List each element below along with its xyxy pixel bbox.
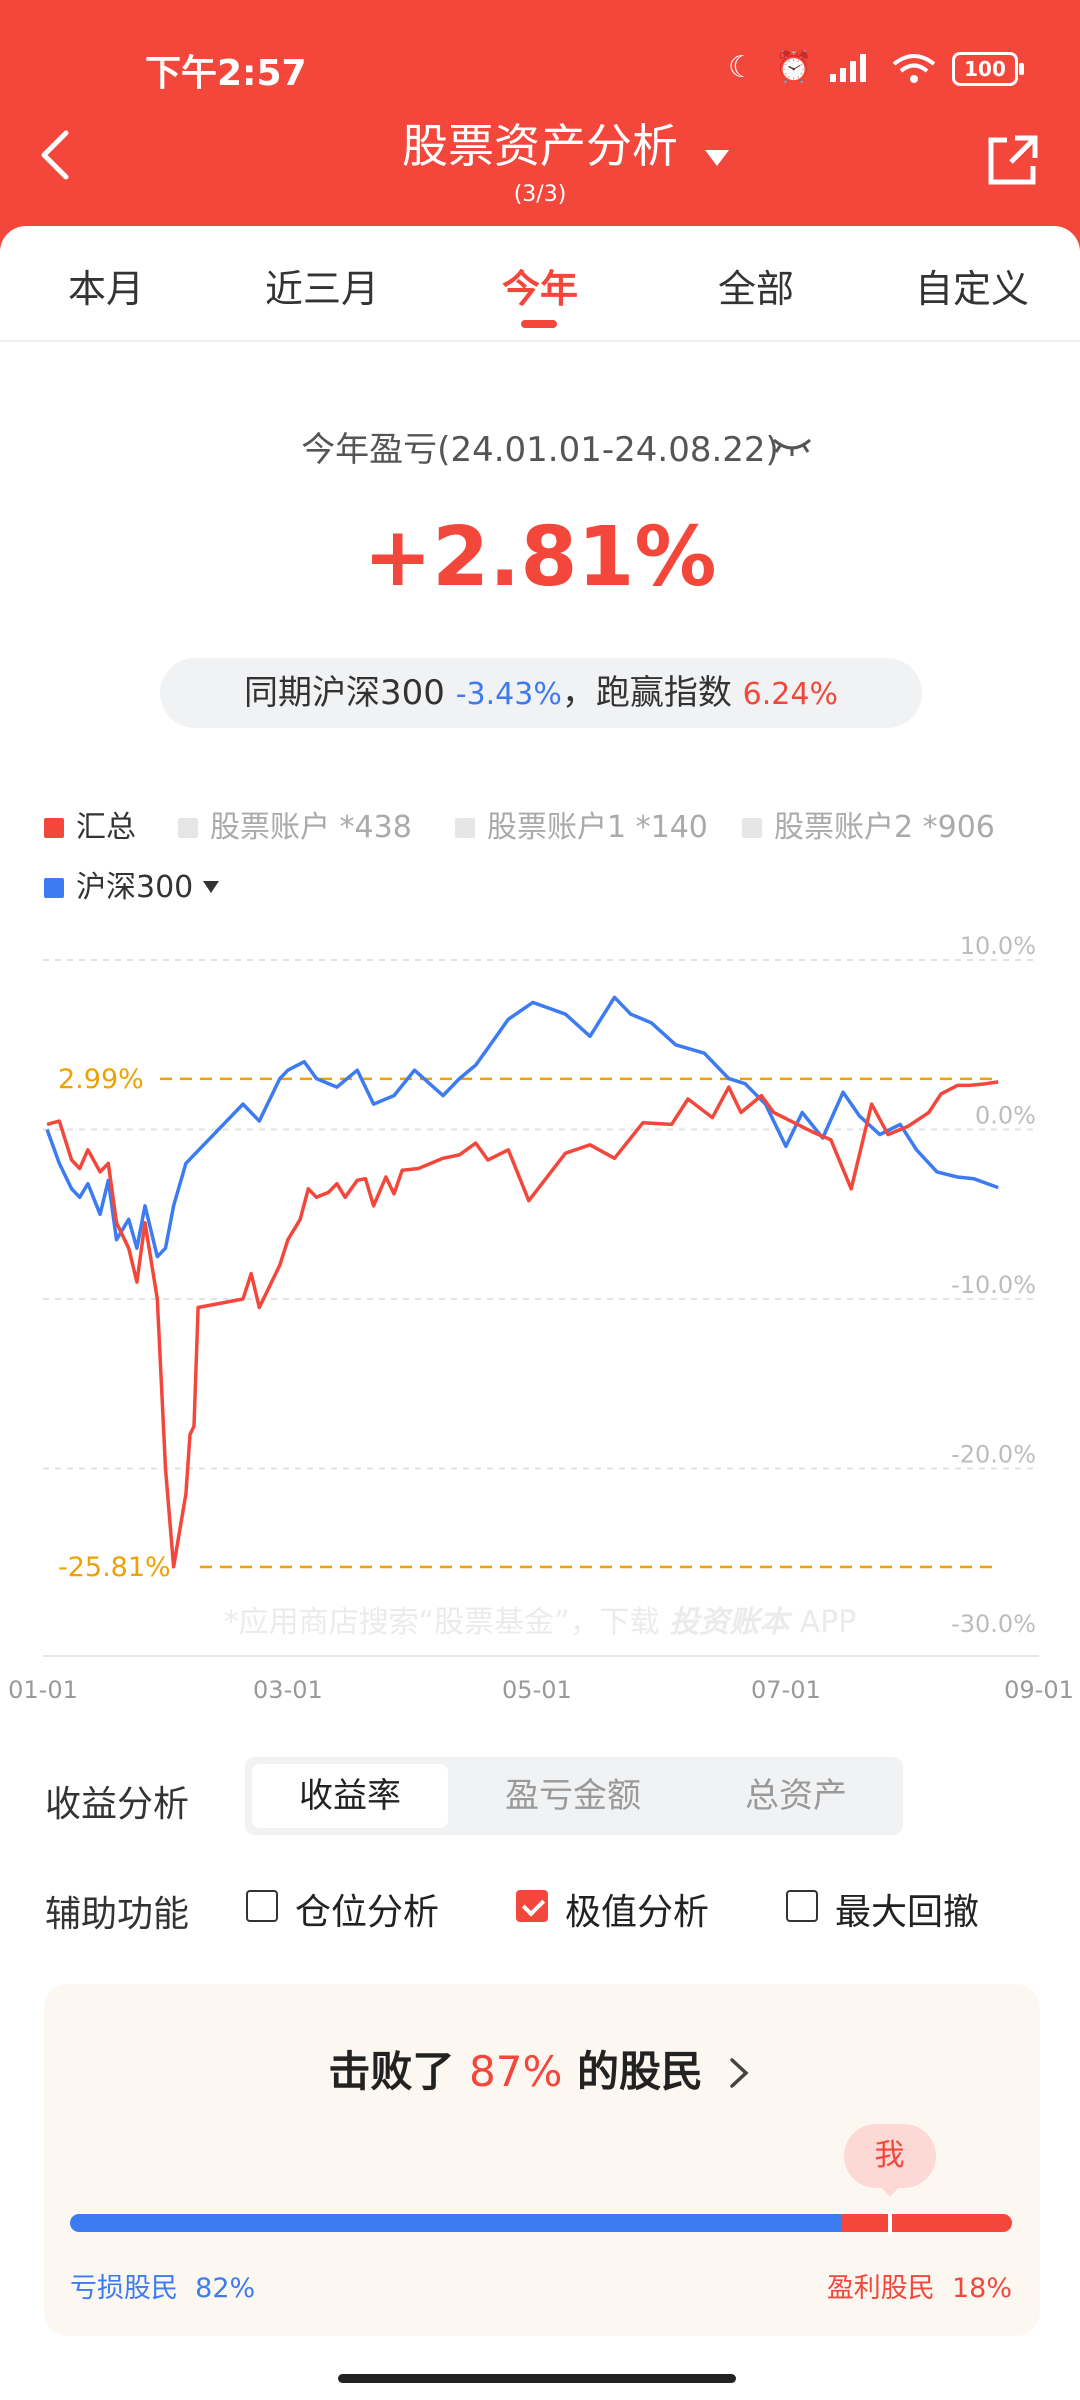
loss-investors-bar bbox=[70, 2214, 843, 2232]
legend-item-account-140[interactable]: 股票账户1 *140 bbox=[455, 802, 708, 846]
x-tick-label: 05-01 bbox=[502, 1676, 572, 1704]
y-tick-label: -30.0% bbox=[951, 1610, 1036, 1638]
position-analysis-checkbox[interactable] bbox=[246, 1890, 278, 1922]
legend-swatch bbox=[742, 818, 762, 838]
return-value: +2.81% bbox=[363, 510, 717, 605]
alarm-icon: ⏰ bbox=[775, 50, 813, 85]
index-dropdown-icon[interactable] bbox=[203, 881, 220, 893]
position-analysis-label[interactable]: 仓位分析 bbox=[295, 1892, 440, 1933]
chevron-right-icon bbox=[729, 2058, 749, 2088]
max-drawdown-label[interactable]: 最大回撤 bbox=[835, 1892, 980, 1933]
x-tick-label: 09-01 bbox=[1004, 1676, 1074, 1704]
x-tick-label: 07-01 bbox=[751, 1676, 821, 1704]
legend-item-account-438[interactable]: 股票账户 *438 bbox=[178, 802, 412, 846]
wifi-icon bbox=[892, 54, 936, 83]
index-compare-pill: 同期沪深300 -3.43%，跑赢指数 6.24% bbox=[160, 658, 922, 728]
tab-all[interactable]: 全部 bbox=[718, 267, 795, 311]
legend-item-index[interactable]: 沪深300 bbox=[44, 862, 220, 906]
watermark-text: *应用商店搜索“股票基金”，下载 投资账本 APP bbox=[224, 1605, 857, 1640]
profit-investors-label: 盈利股民 18% bbox=[827, 2266, 1012, 2305]
y-tick-label: -10.0% bbox=[951, 1271, 1036, 1299]
aux-function-label: 辅助功能 bbox=[45, 1894, 190, 1935]
back-arrow-icon[interactable] bbox=[28, 125, 88, 185]
tab-this-month[interactable]: 本月 bbox=[68, 267, 145, 311]
gain-label-text: 盈利股民 bbox=[826, 2273, 935, 2304]
rank-suffix: 的股民 bbox=[576, 2047, 703, 2096]
rank-percent: 87% bbox=[469, 2047, 563, 2096]
legend-item-total[interactable]: 汇总 bbox=[44, 802, 136, 846]
min-marker-label: -25.81% bbox=[58, 1552, 171, 1583]
legend-swatch bbox=[178, 818, 198, 838]
legend-label: 股票账户1 *140 bbox=[487, 810, 708, 845]
home-indicator[interactable] bbox=[338, 2374, 736, 2383]
tab-custom[interactable]: 自定义 bbox=[915, 267, 1030, 311]
tab-three-months[interactable]: 近三月 bbox=[265, 267, 380, 311]
rank-title[interactable]: 击败了 87% 的股民 bbox=[0, 2038, 1080, 2099]
loss-label-text: 亏损股民 bbox=[70, 2273, 178, 2304]
profit-investors-bar bbox=[842, 2214, 1012, 2232]
battery-icon: 100 bbox=[952, 52, 1024, 86]
excess-return: 6.24% bbox=[742, 677, 838, 712]
app-header bbox=[0, 0, 1080, 250]
x-tick-label: 03-01 bbox=[253, 1676, 323, 1704]
y-tick-label: 10.0% bbox=[960, 932, 1036, 960]
max-marker-label: 2.99% bbox=[58, 1064, 144, 1095]
segment-total-assets[interactable]: 总资产 bbox=[745, 1776, 847, 1816]
series-line-total bbox=[46, 1080, 999, 1569]
loss-investors-label: 亏损股民 82% bbox=[70, 2266, 255, 2305]
profit-analysis-label: 收益分析 bbox=[45, 1784, 190, 1825]
me-position-marker bbox=[887, 2210, 892, 2236]
y-tick-label: -20.0% bbox=[951, 1441, 1036, 1469]
moon-icon: ☾ bbox=[728, 50, 755, 85]
status-time: 下午2:57 bbox=[145, 53, 307, 94]
y-tick-label: 0.0% bbox=[975, 1102, 1036, 1130]
legend-label: 股票账户2 *906 bbox=[774, 810, 995, 845]
legend-item-account-906[interactable]: 股票账户2 *906 bbox=[742, 802, 995, 846]
page-title[interactable]: 股票资产分析 bbox=[402, 119, 678, 173]
tab-this-year[interactable]: 今年 bbox=[502, 267, 579, 311]
segment-return-rate[interactable]: 收益率 bbox=[252, 1764, 448, 1828]
title-dropdown-icon[interactable] bbox=[705, 150, 729, 166]
me-marker-bubble: 我 bbox=[843, 2124, 936, 2188]
signal-icon bbox=[830, 54, 866, 82]
page-subtitle: (3/3) bbox=[513, 182, 567, 207]
share-icon[interactable] bbox=[985, 132, 1041, 188]
series-line-hs300 bbox=[45, 995, 999, 1259]
me-marker-tail bbox=[878, 2185, 901, 2197]
legend-label: 汇总 bbox=[76, 810, 136, 845]
legend-swatch bbox=[455, 818, 475, 838]
gain-pct: 18% bbox=[951, 2273, 1012, 2304]
rank-prefix: 击败了 bbox=[328, 2047, 455, 2096]
max-drawdown-checkbox[interactable] bbox=[786, 1890, 818, 1922]
segment-profit-amount[interactable]: 盈亏金额 bbox=[505, 1776, 641, 1816]
extreme-value-checkbox[interactable] bbox=[516, 1890, 548, 1922]
loss-pct: 82% bbox=[195, 2273, 256, 2304]
extreme-value-label[interactable]: 极值分析 bbox=[565, 1892, 710, 1933]
legend-label: 沪深300 bbox=[76, 870, 194, 905]
compare-prefix: 同期沪深300 bbox=[244, 673, 445, 713]
index-return: -3.43% bbox=[455, 677, 562, 712]
summary-label: 今年盈亏(24.01.01-24.08.22) bbox=[301, 430, 779, 470]
compare-mid: ，跑赢指数 bbox=[561, 673, 732, 713]
legend-swatch bbox=[44, 818, 64, 838]
return-line-chart[interactable]: 10.0% 0.0% -10.0% -20.0% -30.0% 01-01 03-01 05-… bbox=[0, 920, 1080, 1710]
eye-closed-icon[interactable] bbox=[770, 432, 814, 458]
x-tick-label: 01-01 bbox=[8, 1676, 78, 1704]
legend-swatch bbox=[44, 878, 64, 898]
legend-label: 股票账户 *438 bbox=[210, 810, 412, 845]
tab-active-indicator bbox=[521, 320, 557, 328]
